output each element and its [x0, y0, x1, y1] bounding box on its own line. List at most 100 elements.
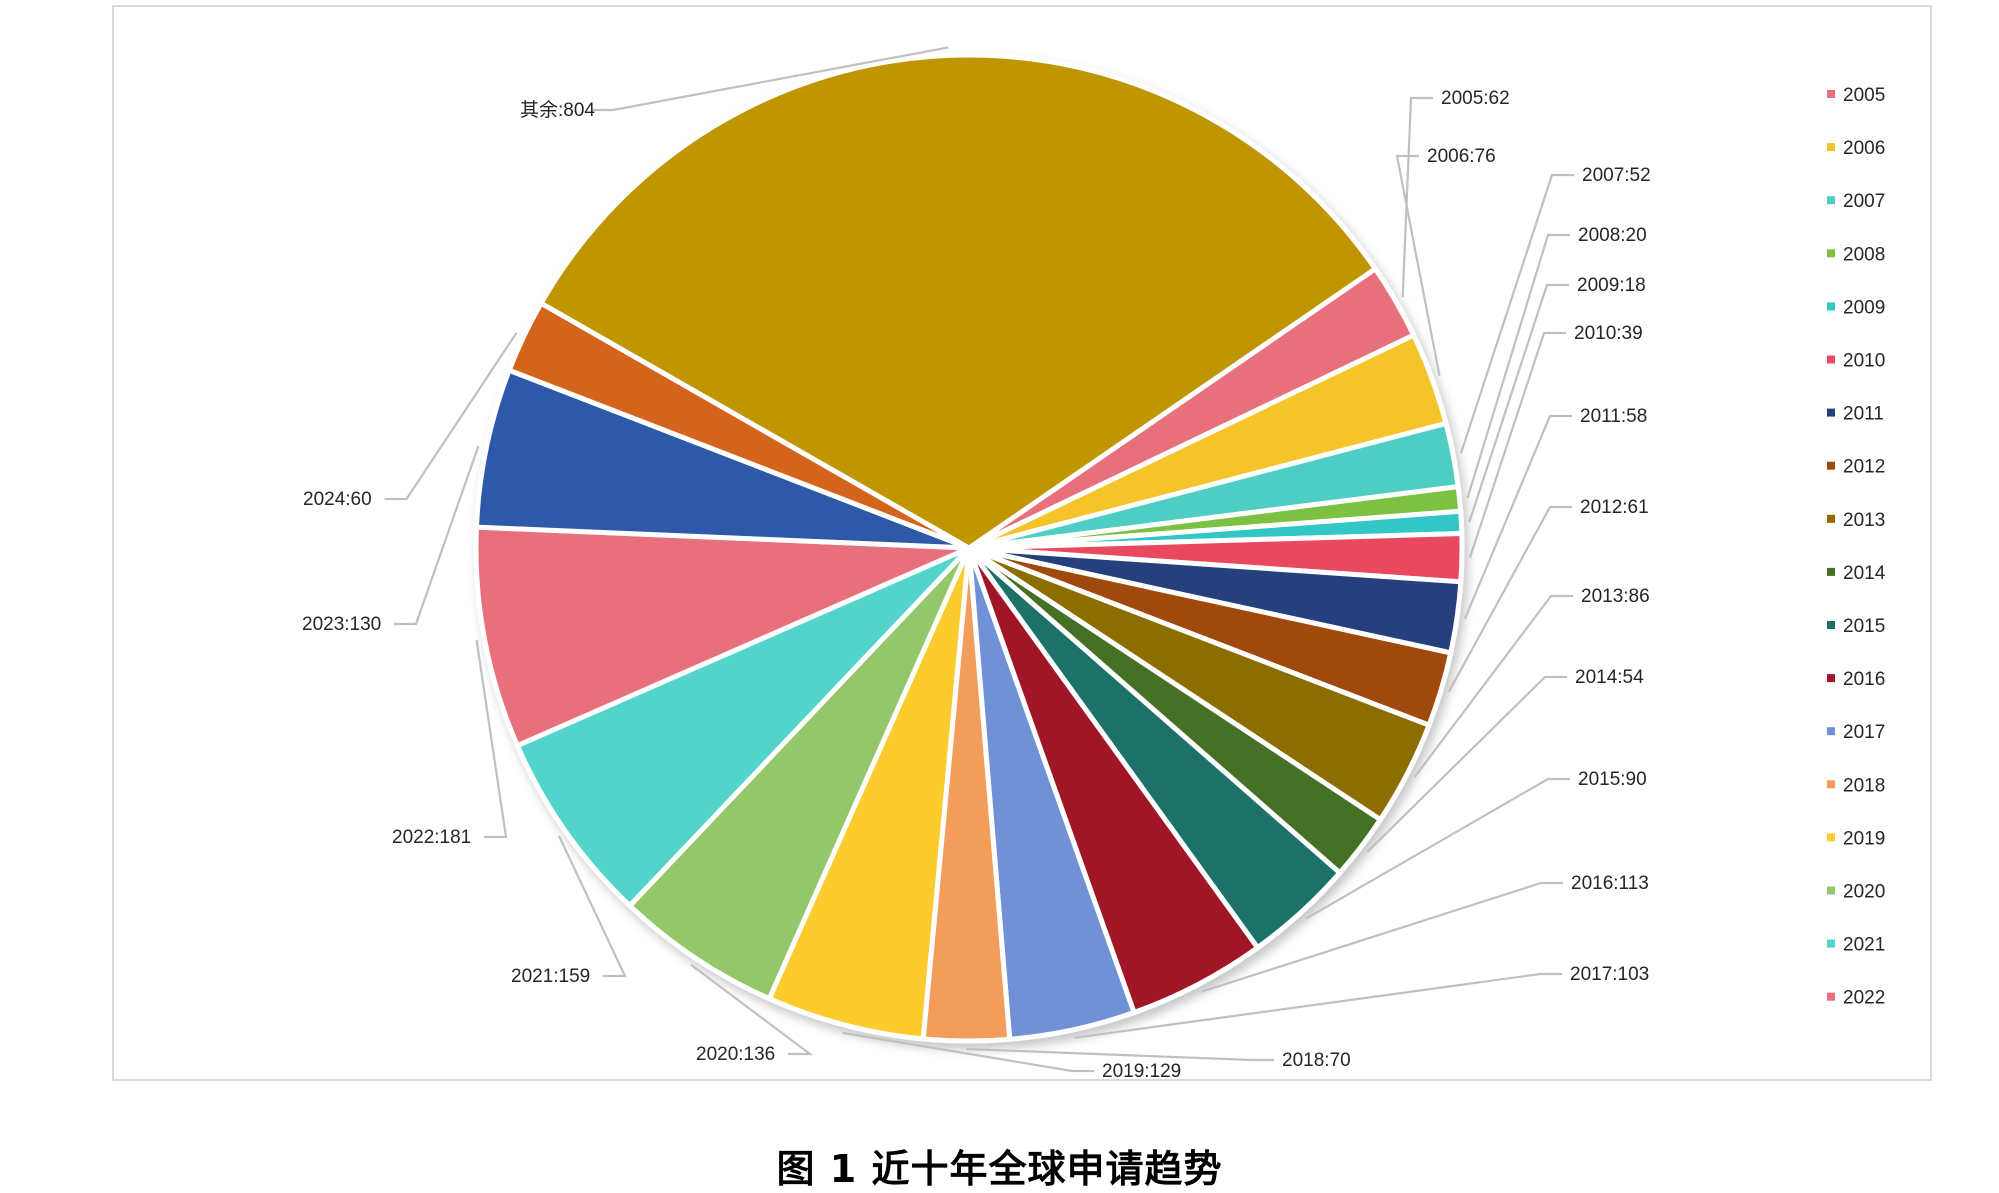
legend-label-2017: 2017: [1843, 722, 1885, 743]
data-label-2018: 2018:70: [1282, 1050, 1351, 1071]
legend-swatch-2013: [1827, 514, 1835, 523]
legend: 2005 2006 2007 2008 2009 2010 2011 2012 2013 2014…: [1827, 85, 1886, 1009]
leader-line-其余: [591, 46, 949, 112]
leader-line-2005: [1401, 96, 1433, 298]
data-label-2007: 2007:52: [1582, 165, 1651, 186]
data-label-2005: 2005:62: [1441, 88, 1510, 109]
legend-label-2020: 2020: [1843, 882, 1885, 903]
data-label-2022: 2022:181: [392, 827, 471, 848]
legend-swatch-2012: [1827, 461, 1835, 470]
legend-swatch-2019: [1827, 833, 1835, 842]
legend-label-2005: 2005: [1843, 85, 1885, 106]
legend-label-2019: 2019: [1843, 828, 1885, 849]
legend-item-2015: 2015: [1827, 616, 1885, 637]
leader-line-2024: [384, 332, 518, 501]
data-label-2009: 2009:18: [1577, 275, 1646, 296]
legend-label-2021: 2021: [1843, 935, 1885, 956]
data-label-2012: 2012:61: [1580, 497, 1649, 518]
leader-line-2011: [1463, 414, 1572, 620]
data-label-2014: 2014:54: [1575, 667, 1644, 688]
legend-label-2022: 2022: [1843, 988, 1885, 1009]
leader-line-2010: [1468, 331, 1566, 559]
legend-label-2011: 2011: [1843, 404, 1884, 425]
data-label-2008: 2008:20: [1578, 225, 1647, 246]
leader-line-2020: [690, 963, 814, 1056]
pie-slice-2019: [766, 545, 972, 1042]
legend-swatch-2014: [1827, 567, 1835, 576]
leader-line-2013: [1413, 594, 1573, 779]
legend-label-2010: 2010: [1843, 351, 1885, 372]
pie-chart: 2005:62 2006:76 2007:52 2008:20 2009:18 2010:…: [302, 46, 1886, 1082]
legend-label-2008: 2008: [1843, 244, 1885, 265]
data-label-2016: 2016:113: [1571, 873, 1649, 894]
legend-swatch-2020: [1827, 886, 1835, 895]
legend-swatch-2016: [1827, 674, 1835, 683]
leader-line-2023: [394, 445, 480, 626]
legend-item-2017: 2017: [1827, 722, 1885, 743]
legend-item-2014: 2014: [1827, 563, 1886, 584]
legend-swatch-2017: [1827, 727, 1835, 736]
data-label-2019: 2019:129: [1102, 1061, 1181, 1082]
legend-item-2022: 2022: [1827, 988, 1885, 1009]
legend-label-2018: 2018: [1843, 775, 1885, 796]
legend-swatch-2005: [1827, 90, 1835, 98]
legend-label-2009: 2009: [1843, 297, 1885, 318]
leader-line-2019: [842, 1031, 1094, 1073]
legend-item-2012: 2012: [1827, 457, 1885, 478]
legend-label-2007: 2007: [1843, 191, 1885, 212]
legend-label-2013: 2013: [1843, 510, 1885, 531]
legend-swatch-2018: [1827, 780, 1835, 789]
legend-item-2016: 2016: [1827, 669, 1885, 690]
legend-item-2010: 2010: [1827, 351, 1885, 372]
leader-line-2022: [475, 640, 508, 839]
leader-line-2021: [558, 835, 627, 978]
pie-slice-其余: [538, 52, 1378, 551]
legend-item-2021: 2021: [1827, 935, 1885, 956]
leader-line-2015: [1305, 777, 1570, 920]
data-label-2017: 2017:103: [1570, 964, 1649, 985]
legend-item-2020: 2020: [1827, 882, 1885, 903]
legend-swatch-2009: [1827, 302, 1835, 311]
legend-item-2009: 2009: [1827, 297, 1885, 318]
leader-line-2018: [966, 1047, 1274, 1062]
legend-item-2013: 2013: [1827, 510, 1885, 531]
data-label-2006: 2006:76: [1427, 146, 1496, 167]
data-label-其余: 其余:804: [520, 99, 595, 121]
data-label-2023: 2023:130: [302, 614, 381, 635]
data-label-2010: 2010:39: [1574, 323, 1643, 344]
legend-label-2012: 2012: [1843, 457, 1885, 478]
data-label-2013: 2013:86: [1581, 586, 1650, 607]
legend-label-2016: 2016: [1843, 669, 1885, 690]
legend-swatch-2010: [1827, 355, 1835, 364]
leader-line-2008: [1466, 233, 1570, 499]
leader-line-2016: [1201, 881, 1563, 993]
pie-slices: [473, 52, 1465, 1044]
legend-label-2006: 2006: [1843, 138, 1885, 159]
figure-caption: 图 1 近十年全球申请趋势: [776, 1147, 1223, 1191]
legend-label-2015: 2015: [1843, 616, 1885, 637]
legend-swatch-2007: [1827, 196, 1835, 205]
pie-slice-2021: [514, 545, 972, 909]
legend-swatch-2011: [1827, 408, 1835, 417]
data-labels: 2005:62 2006:76 2007:52 2008:20 2009:18 2010:…: [302, 88, 1651, 1082]
legend-item-2007: 2007: [1827, 191, 1885, 212]
leader-line-2017: [1074, 972, 1562, 1039]
leader-line-2007: [1459, 173, 1574, 454]
pie-slice-2022: [473, 524, 972, 749]
legend-swatch-2021: [1827, 939, 1835, 948]
leader-lines: [384, 46, 1574, 1073]
data-label-2021: 2021:159: [511, 966, 590, 987]
legend-item-2005: 2005: [1827, 85, 1885, 106]
data-label-2020: 2020:136: [696, 1044, 775, 1065]
legend-item-2019: 2019: [1827, 828, 1885, 849]
leader-line-2014: [1366, 675, 1567, 853]
pie-slice-2020: [627, 545, 972, 1002]
legend-swatch-2022: [1827, 992, 1835, 1001]
legend-swatch-2008: [1827, 249, 1835, 258]
leader-line-2006: [1395, 154, 1441, 377]
legend-item-2006: 2006: [1827, 138, 1885, 159]
legend-item-2018: 2018: [1827, 775, 1885, 796]
data-label-2011: 2011:58: [1580, 406, 1647, 427]
legend-label-2014: 2014: [1843, 563, 1886, 584]
leader-line-2009: [1468, 283, 1569, 523]
